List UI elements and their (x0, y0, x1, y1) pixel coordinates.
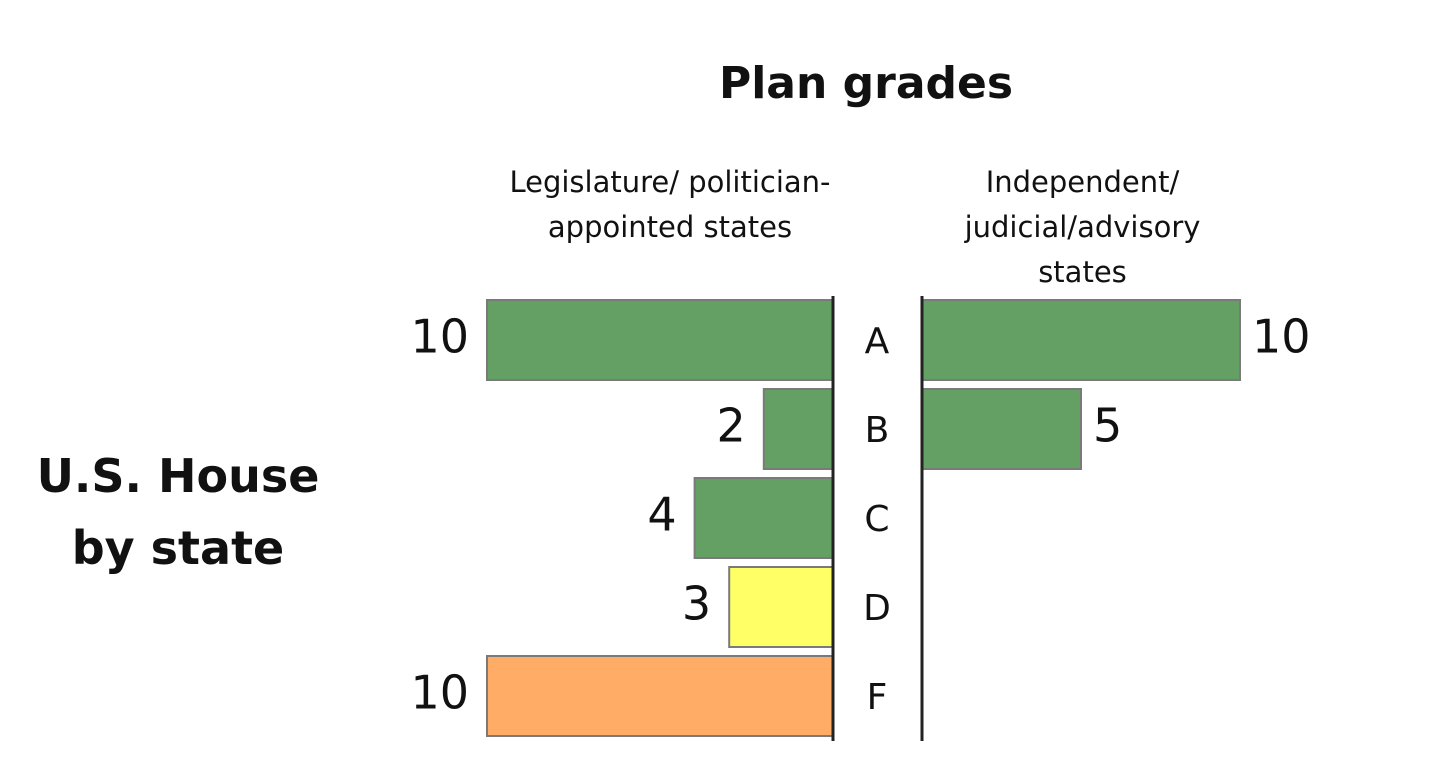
chart-title: Plan grades (718, 58, 1014, 109)
bar (728, 566, 835, 648)
category-label: B (865, 410, 890, 451)
bar (762, 388, 834, 470)
value-label: 3 (682, 577, 711, 631)
bar (693, 477, 834, 559)
bar (486, 655, 834, 737)
series-header: Independent/ judicial/advisory states (964, 165, 1201, 289)
value-label: 4 (647, 488, 676, 542)
value-label: 2 (717, 399, 746, 453)
row-label: U.S. House by state (36, 449, 320, 575)
series-header: Legislature/ politician-appointed states (509, 165, 831, 244)
value-label: 10 (410, 666, 469, 720)
bar (921, 388, 1082, 470)
category-label: C (864, 499, 889, 540)
value-label: 10 (410, 310, 469, 364)
category-label: A (865, 321, 890, 362)
bar (921, 299, 1241, 381)
category-label: F (867, 677, 888, 718)
category-label: D (863, 588, 891, 629)
bar (486, 299, 834, 381)
value-label: 5 (1093, 399, 1122, 453)
value-label: 10 (1252, 310, 1311, 364)
